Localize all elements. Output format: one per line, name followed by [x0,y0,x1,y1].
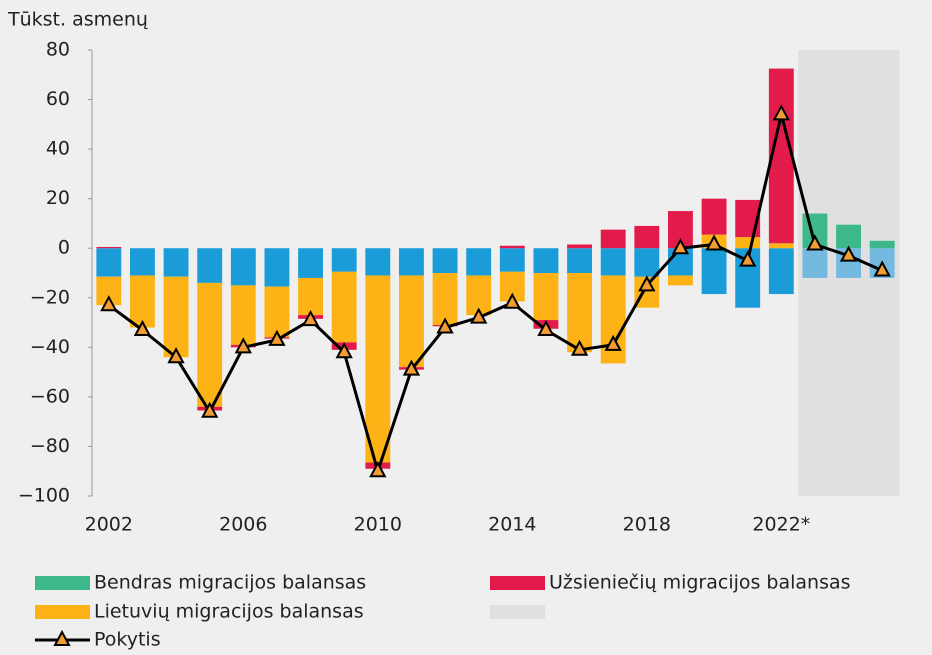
legend-marker [53,629,71,646]
bar-segment [533,273,559,321]
y-tick-label: −100 [18,485,70,507]
line-marker [503,292,521,309]
line-marker [671,238,690,255]
line-marker [201,401,219,418]
bar-segment [802,248,828,278]
line-marker [301,309,320,327]
bar-segment [869,240,895,249]
bar-segment [230,248,256,286]
bar-segment [96,246,122,249]
bar-segment [600,248,626,276]
line-marker [100,295,118,312]
bar-segment [499,245,525,249]
line-marker [873,260,891,277]
bar-segment [836,224,862,249]
bar-segment [264,286,290,338]
bar-segment [600,229,626,249]
bar-segment [667,275,693,286]
line-marker [570,339,589,356]
x-tick-label: 2002 [85,514,133,536]
legend-label: Lietuvių migracijos balansas [94,601,364,623]
line-marker [537,319,555,336]
y-tick-label: −40 [30,336,70,358]
line-marker [604,334,622,351]
bar-segment [398,248,424,276]
bar-segment [701,198,727,235]
line-marker [234,337,252,354]
bar-segment [768,243,794,249]
bar-segment [398,275,424,368]
bar-segment [735,237,761,249]
line-marker [638,275,656,292]
bar-segment [197,282,223,407]
bar-segment [432,273,458,326]
bar-segment [567,273,593,353]
legend-label: Užsieniečių migracijos balansas [549,572,851,594]
bar-segment [129,248,155,276]
line-marker [772,104,790,121]
line-marker [167,347,185,364]
y-tick-label: 40 [46,138,70,160]
legend-label: Pokytis [94,629,161,651]
bar-segment [365,275,391,463]
bar-segment [365,248,391,276]
line-marker [705,234,723,251]
y-tick-label: 60 [46,88,70,110]
bar-segment [197,248,223,283]
line-marker [335,342,353,359]
line-marker [369,461,387,478]
bar-segment [567,248,593,273]
bar-segment [96,248,122,277]
x-tick-label: 2014 [488,514,536,536]
x-tick-label: 2022* [752,514,810,536]
bar-segment [230,285,256,345]
line [107,112,883,473]
x-tick-label: 2006 [219,514,267,536]
bar-segment [432,248,458,273]
line-marker [133,319,152,336]
bar-segment [533,248,559,273]
line-marker [470,307,488,324]
y-axis-label: Tūkst. asmenų [7,9,148,31]
line-marker [436,317,454,334]
legend-swatch [35,605,90,619]
y-tick-label: −20 [30,286,70,308]
bar-segment [331,271,357,343]
y-tick-label: −80 [30,435,70,457]
bar-segment [163,248,189,277]
bar-segment [129,275,155,328]
legend-swatch [35,576,90,590]
x-tick-label: 2010 [354,514,402,536]
line-marker [402,359,421,376]
x-tick-label: 2018 [623,514,671,536]
y-tick-label: −60 [30,385,70,407]
bar-segment [298,277,324,316]
bar-segment [701,248,727,295]
y-tick-label: 80 [46,39,70,61]
bar-segment [634,225,660,249]
bar-segment [466,248,492,276]
bar-segment [331,248,357,272]
line-marker [806,234,824,251]
bar-segment [163,276,189,358]
bar-segment [499,248,525,272]
line-marker [739,250,757,267]
bar-segment [567,244,593,249]
line-marker [839,245,858,262]
line-marker [268,329,286,346]
y-tick-label: 0 [58,237,70,259]
legend-swatch [490,605,545,619]
legend-label: Bendras migracijos balansas [94,572,366,594]
bar-segment [264,248,290,287]
bar-segment [634,248,660,277]
bar-segment [298,248,324,278]
legend-swatch [490,576,545,590]
bar-segment [768,248,794,295]
y-tick-label: 20 [46,187,70,209]
